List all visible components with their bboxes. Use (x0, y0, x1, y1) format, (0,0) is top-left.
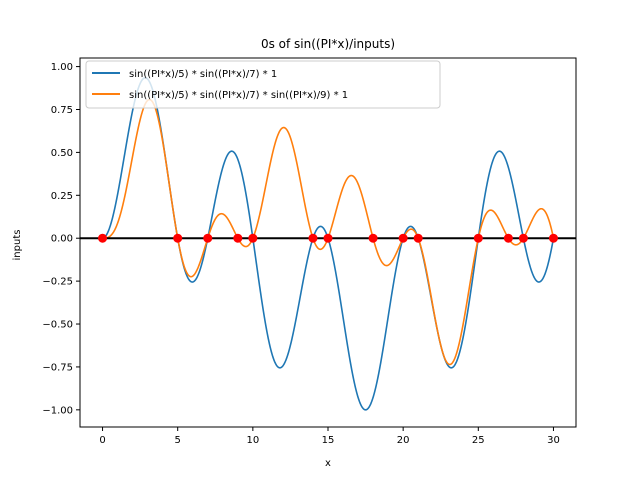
y-tick-label: 0.00 (51, 234, 73, 245)
chart-title: 0s of sin((PI*x)/inputs) (261, 37, 395, 51)
zero-point-marker (548, 233, 558, 243)
zero-point-marker (473, 233, 483, 243)
x-tick-label: 30 (547, 435, 560, 446)
y-tick-label: 0.25 (51, 191, 73, 202)
x-tick-label: 25 (472, 435, 485, 446)
x-axis-title: x (325, 458, 331, 469)
zero-point-marker (398, 233, 408, 243)
y-tick-label: −1.00 (42, 405, 73, 416)
zero-point-marker (173, 233, 183, 243)
axes: 0 5 10 15 20 25 30 1.00 0.75 0.50 0.25 0.00 −0.25 −0.… (42, 57, 577, 446)
y-tick-label: −0.75 (42, 362, 73, 373)
y-tick-label: −0.50 (42, 320, 73, 331)
x-tick-label: 10 (246, 435, 259, 446)
x-tick-label: 15 (322, 435, 335, 446)
y-tick-label: 1.00 (51, 62, 73, 73)
x-tick-label: 20 (397, 435, 410, 446)
y-tick-label: 0.75 (51, 105, 73, 116)
zero-point-marker (248, 233, 258, 243)
y-tick-label: 0.50 (51, 148, 73, 159)
zero-point-marker (323, 233, 333, 243)
legend-label-series-1: sin((PI*x)/5) * sin((PI*x)/7) * 1 (129, 69, 277, 80)
zero-point-marker (368, 233, 378, 243)
y-axis-title: inputs (12, 230, 23, 261)
zero-point-marker (98, 233, 108, 243)
zero-point-marker (233, 233, 243, 243)
zero-point-marker (308, 233, 318, 243)
legend-frame (85, 60, 441, 109)
x-tick-label: 0 (99, 435, 105, 446)
zero-point-marker (503, 233, 513, 243)
zero-point-marker (413, 233, 423, 243)
y-tick-label: −0.25 (42, 277, 73, 288)
plot-area (80, 76, 576, 411)
legend: sin((PI*x)/5) * sin((PI*x)/7) * 1 sin((P… (85, 60, 441, 109)
x-tick-label: 5 (175, 435, 181, 446)
zero-point-marker (203, 233, 213, 243)
zero-point-marker (518, 233, 528, 243)
plot-content (80, 76, 576, 411)
legend-label-series-2: sin((PI*x)/5) * sin((PI*x)/7) * sin((PI*… (129, 90, 348, 101)
